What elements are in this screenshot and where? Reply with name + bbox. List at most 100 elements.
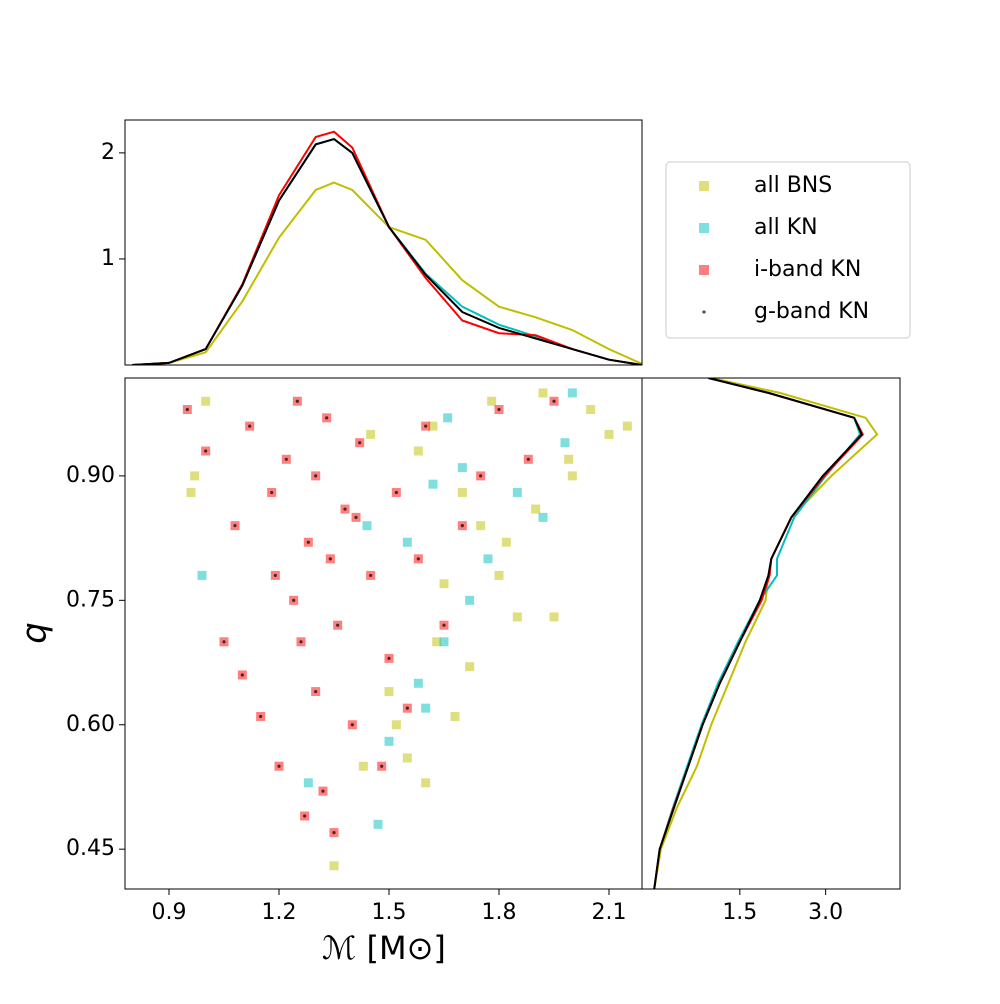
- point: [394, 490, 398, 495]
- point: [526, 457, 530, 461]
- point: [476, 521, 486, 531]
- point: [443, 413, 453, 423]
- point: [421, 778, 431, 788]
- axes-frame: [124, 119, 643, 366]
- plot-area: [653, 378, 879, 889]
- point: [332, 830, 336, 835]
- point: [314, 474, 318, 478]
- point: [277, 764, 281, 768]
- point: [204, 449, 208, 453]
- point: [405, 706, 409, 710]
- point: [497, 407, 501, 412]
- x-tick-label: 1.5: [722, 900, 757, 925]
- point: [314, 689, 318, 694]
- point: [538, 512, 548, 522]
- legend-label: all KN: [754, 215, 818, 240]
- point: [421, 703, 431, 713]
- axes-frame: [641, 377, 901, 890]
- y-tick-label: 0.60: [66, 712, 115, 737]
- point: [604, 429, 614, 439]
- point: [369, 573, 373, 578]
- point: [186, 487, 196, 497]
- point: [564, 454, 574, 464]
- point: [413, 678, 423, 688]
- point: [306, 540, 310, 544]
- point: [465, 595, 475, 605]
- point: [402, 537, 412, 547]
- point: [439, 637, 449, 647]
- point: [424, 424, 428, 428]
- x-tick-label: 2.1: [592, 900, 627, 925]
- point: [531, 504, 541, 514]
- point: [354, 515, 358, 519]
- point: [494, 570, 504, 580]
- point: [501, 537, 511, 547]
- point: [457, 463, 467, 473]
- point: [273, 573, 277, 578]
- y-tick-label: 2: [101, 140, 115, 165]
- point: [343, 507, 347, 511]
- point: [380, 764, 384, 768]
- point: [284, 457, 288, 461]
- point: [190, 471, 200, 481]
- point: [303, 814, 307, 818]
- point: [248, 424, 252, 428]
- point: [240, 673, 244, 677]
- point: [299, 640, 303, 644]
- point: [549, 612, 559, 622]
- point: [384, 687, 394, 697]
- point: [439, 579, 449, 589]
- kde-line: [132, 138, 642, 365]
- point: [185, 407, 189, 412]
- legend-label: i-band KN: [754, 257, 861, 282]
- y-axis-label: q: [15, 622, 55, 644]
- x-axis-label: ℳ [M⊙]: [322, 929, 446, 967]
- point: [622, 421, 632, 431]
- point: [384, 736, 394, 746]
- point: [329, 861, 339, 871]
- point: [487, 396, 497, 406]
- point: [450, 711, 460, 721]
- point: [416, 557, 420, 561]
- point: [270, 490, 274, 495]
- point: [483, 554, 493, 564]
- legend-swatch: [699, 223, 709, 233]
- point: [295, 399, 299, 403]
- point: [567, 471, 577, 481]
- x-tick-label: 1.8: [482, 900, 517, 925]
- point: [362, 521, 372, 531]
- point: [387, 656, 391, 660]
- point: [460, 524, 464, 528]
- point: [325, 416, 329, 420]
- point: [259, 714, 263, 719]
- point: [465, 662, 475, 672]
- legend-box: [665, 161, 911, 339]
- point: [336, 623, 340, 627]
- point: [197, 570, 207, 580]
- x-tick-label: 1.2: [262, 900, 297, 925]
- x-tick-label: 3.0: [808, 900, 843, 925]
- point: [457, 487, 467, 497]
- point: [350, 723, 354, 727]
- point: [292, 598, 296, 602]
- legend-label: g-band KN: [754, 299, 869, 324]
- point: [479, 474, 483, 478]
- point: [303, 778, 313, 788]
- plot-area: [132, 130, 642, 365]
- point: [373, 819, 383, 829]
- kde-line: [653, 378, 879, 889]
- point: [328, 557, 332, 561]
- legend-swatch: [699, 265, 709, 275]
- point: [428, 421, 438, 431]
- kde-line: [132, 181, 642, 365]
- legend-swatch: [702, 310, 706, 314]
- y-tick-label: 1: [101, 246, 115, 271]
- legend-swatch: [699, 181, 709, 191]
- point: [321, 789, 325, 793]
- point: [432, 637, 442, 647]
- point: [358, 761, 368, 771]
- point: [538, 388, 548, 398]
- point: [552, 399, 556, 403]
